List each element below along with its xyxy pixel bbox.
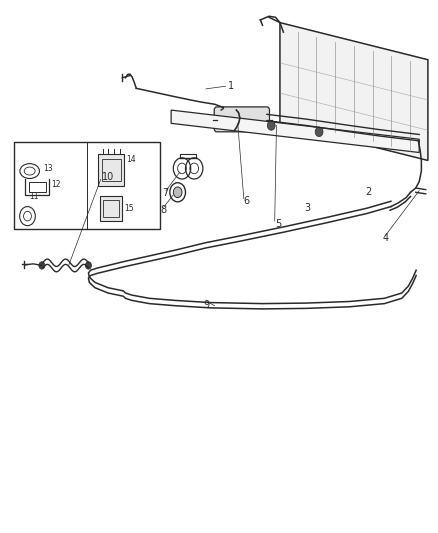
Bar [102, 159, 121, 181]
Text: 4: 4 [382, 233, 389, 244]
Text: 6: 6 [243, 196, 249, 206]
Circle shape [173, 187, 182, 198]
Text: 1: 1 [228, 81, 234, 91]
Bar [98, 154, 124, 186]
Text: 3: 3 [304, 203, 310, 213]
Text: 5: 5 [276, 219, 282, 229]
Circle shape [267, 120, 275, 130]
Circle shape [315, 127, 323, 136]
Text: 2: 2 [365, 187, 371, 197]
Circle shape [39, 262, 45, 269]
Text: 14: 14 [127, 155, 136, 164]
Text: 8: 8 [160, 205, 166, 215]
Text: 9: 9 [204, 300, 210, 310]
Bar [99, 196, 122, 221]
Polygon shape [280, 22, 428, 160]
Bar [29, 182, 46, 192]
Polygon shape [171, 110, 419, 152]
Text: 7: 7 [162, 188, 169, 198]
Circle shape [85, 262, 92, 269]
Text: 15: 15 [124, 204, 134, 213]
FancyBboxPatch shape [214, 107, 269, 132]
Text: 12: 12 [51, 180, 61, 189]
Bar [102, 200, 119, 217]
Bar [14, 142, 160, 229]
Text: 11: 11 [30, 192, 39, 201]
Text: 13: 13 [43, 164, 53, 173]
Text: 10: 10 [102, 172, 115, 182]
